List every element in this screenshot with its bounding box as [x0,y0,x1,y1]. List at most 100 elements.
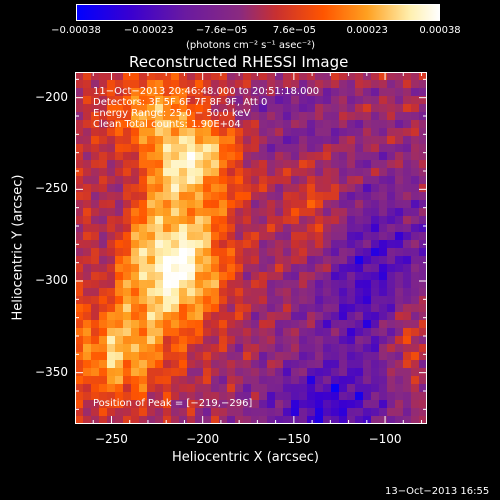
heatmap-cell [107,368,116,377]
heatmap-cell [267,160,276,169]
heatmap-cell [403,376,412,385]
y-tick-label: −350 [35,364,68,379]
heatmap-cell [347,224,356,233]
heatmap-cell [99,136,108,145]
heatmap-cell [171,80,180,89]
heatmap-cell [403,328,412,337]
heatmap-cell [203,368,212,377]
heatmap-cell [315,384,324,393]
heatmap-cell [227,304,236,313]
heatmap-cell [299,192,308,201]
heatmap-cell [107,152,116,161]
heatmap-cell [387,248,396,257]
heatmap-cell [211,408,220,417]
heatmap-cell [75,184,84,193]
heatmap-cell [347,384,356,393]
heatmap-cell [155,144,164,153]
heatmap-cell [235,192,244,201]
heatmap-cell [355,104,364,113]
heatmap-cell [355,168,364,177]
heatmap-cell [387,200,396,209]
heatmap-cell [211,208,220,217]
heatmap-cell [147,248,156,257]
heatmap-cell [227,344,236,353]
heatmap-cell [403,312,412,321]
heatmap-cell [211,112,220,121]
heatmap-cell [339,328,348,337]
heatmap-cell [139,264,148,273]
heatmap-cell [163,368,172,377]
heatmap-cell [187,328,196,337]
heatmap-cell [171,168,180,177]
heatmap-cell [83,296,92,305]
heatmap-cell [83,192,92,201]
heatmap-cell [179,264,188,273]
heatmap-cell [147,320,156,329]
heatmap-cell [275,240,284,249]
heatmap-cell [131,336,140,345]
x-axis-label: Heliocentric X (arcsec) [172,450,319,465]
heatmap-cell [115,176,124,185]
heatmap-cell [323,256,332,265]
heatmap-cell [363,376,372,385]
heatmap-cell [371,280,380,289]
heatmap-cell [363,160,372,169]
heatmap-cell [299,112,308,121]
heatmap-cell [203,360,212,369]
heatmap-cell [331,320,340,329]
heatmap-cell [155,192,164,201]
heatmap-cell [307,360,316,369]
heatmap-cell [379,320,388,329]
heatmap-cell [307,416,316,424]
heatmap-cell [363,352,372,361]
heatmap-cell [155,352,164,361]
heatmap-cell [243,352,252,361]
heatmap-cell [139,88,148,97]
heatmap-cell [379,304,388,313]
heatmap-cell [75,392,84,401]
heatmap-cell [331,416,340,424]
heatmap-cell [363,224,372,233]
heatmap-cell [299,328,308,337]
heatmap-cell [403,200,412,209]
heatmap-cell [307,80,316,89]
heatmap-cell [227,368,236,377]
heatmap-cell [131,240,140,249]
heatmap-cell [107,376,116,385]
heatmap-cell [91,96,100,105]
heatmap-cell [283,352,292,361]
heatmap-cell [299,384,308,393]
heatmap-cell [203,408,212,417]
heatmap-cell [83,328,92,337]
heatmap-cell [419,192,427,201]
heatmap-cell [203,80,212,89]
heatmap-cell [115,296,124,305]
heatmap-cell [331,184,340,193]
heatmap-cell [187,96,196,105]
heatmap-cell [387,240,396,249]
heatmap-cell [131,320,140,329]
heatmap-cell [331,256,340,265]
heatmap-cell [171,328,180,337]
heatmap-cell [131,400,140,409]
heatmap-cell [411,368,420,377]
heatmap-cell [123,224,132,233]
heatmap-cell [187,72,196,81]
heatmap-cell [163,320,172,329]
heatmap-cell [315,160,324,169]
heatmap-cell [83,376,92,385]
heatmap-cell [283,408,292,417]
heatmap-cell [155,200,164,209]
heatmap-cell [203,296,212,305]
heatmap-cell [115,104,124,113]
heatmap-cell [107,328,116,337]
heatmap-cell [195,360,204,369]
heatmap-cell [75,168,84,177]
heatmap-cell [259,272,268,281]
heatmap-cell [387,192,396,201]
heatmap-cell [363,328,372,337]
heatmap-cell [259,360,268,369]
heatmap-cell [131,160,140,169]
heatmap-cell [379,336,388,345]
heatmap-cell [267,112,276,121]
